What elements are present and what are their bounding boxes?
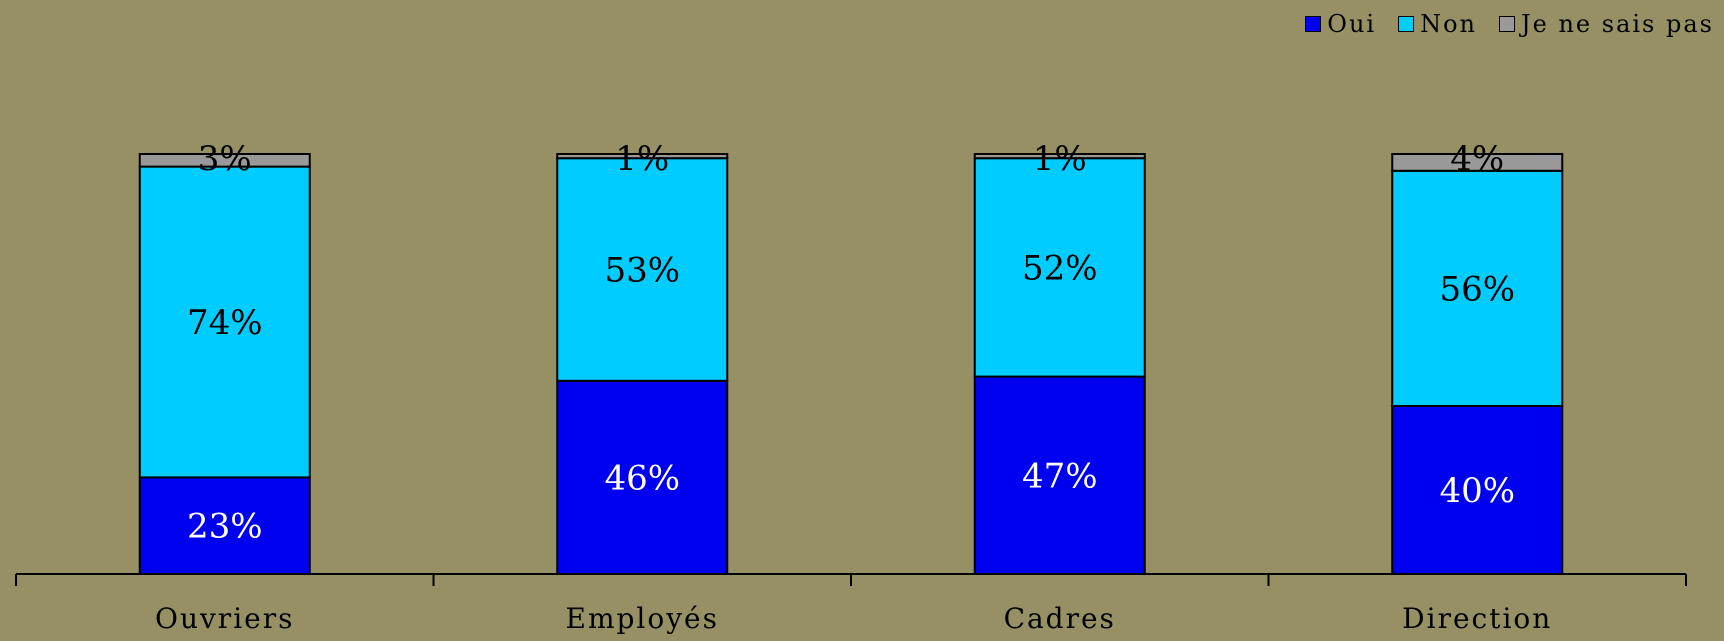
data-label: 56%	[1439, 269, 1515, 309]
legend-swatch-oui	[1305, 16, 1322, 32]
data-label: 47%	[1022, 456, 1098, 496]
bar-je-ne-sais-pas-3	[1391, 153, 1564, 172]
data-label: 53%	[604, 251, 680, 291]
legend: Oui Non Je ne sais pas	[1305, 10, 1714, 38]
data-label: 52%	[1022, 248, 1098, 288]
bar-je-ne-sais-pas-2	[973, 153, 1146, 160]
legend-item-non: Non	[1398, 10, 1477, 38]
x-tick-label: Cadres	[1004, 602, 1116, 635]
bar-non-1	[556, 157, 729, 382]
data-label: 4%	[1450, 139, 1504, 179]
bar-non-2	[973, 157, 1146, 378]
data-label: 74%	[187, 303, 263, 343]
legend-swatch-non	[1398, 16, 1415, 32]
data-label: 3%	[198, 139, 252, 179]
bar-non-0	[138, 165, 311, 479]
bar-non-3	[1391, 169, 1564, 407]
data-label: 1%	[615, 139, 669, 179]
x-tick-label: Direction	[1402, 602, 1552, 635]
legend-label-oui: Oui	[1327, 10, 1377, 38]
data-label: 40%	[1439, 471, 1515, 511]
legend-label-non: Non	[1420, 10, 1478, 38]
bar-oui-0	[138, 476, 311, 575]
x-tick-label: Ouvriers	[155, 602, 294, 635]
data-label: 46%	[604, 458, 680, 498]
x-tick-label: Employés	[566, 602, 719, 635]
legend-item-oui: Oui	[1305, 10, 1376, 38]
legend-label-je-ne-sais-pas: Je ne sais pas	[1521, 10, 1714, 38]
bar-je-ne-sais-pas-1	[556, 153, 729, 160]
bar-je-ne-sais-pas-0	[138, 153, 311, 168]
bar-oui-1	[556, 379, 729, 575]
bar-oui-2	[973, 375, 1146, 575]
legend-swatch-je-ne-sais-pas	[1499, 16, 1516, 32]
data-label: 1%	[1033, 139, 1087, 179]
data-label: 23%	[187, 507, 263, 547]
legend-item-je-ne-sais-pas: Je ne sais pas	[1499, 10, 1714, 38]
